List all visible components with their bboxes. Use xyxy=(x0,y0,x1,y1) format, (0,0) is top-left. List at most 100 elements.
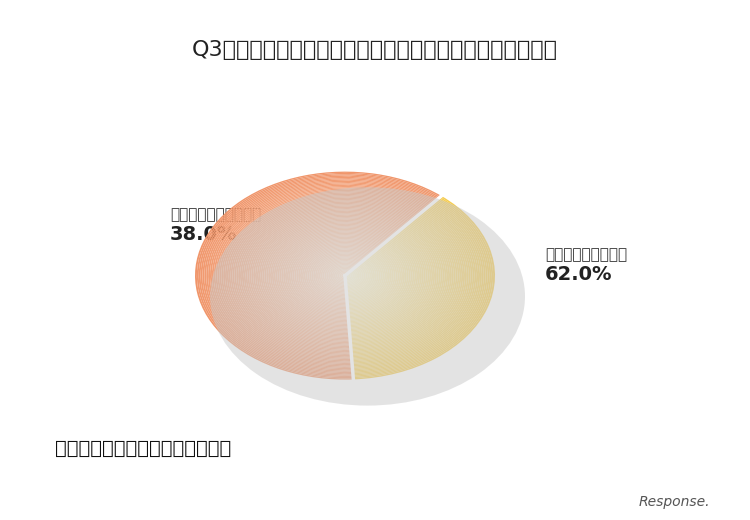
Wedge shape xyxy=(348,249,395,310)
Wedge shape xyxy=(352,207,474,365)
Wedge shape xyxy=(321,259,361,292)
Wedge shape xyxy=(347,255,384,303)
Wedge shape xyxy=(351,219,451,349)
Wedge shape xyxy=(227,194,421,357)
Wedge shape xyxy=(347,254,386,304)
Wedge shape xyxy=(345,272,350,279)
Wedge shape xyxy=(287,236,382,316)
Wedge shape xyxy=(315,255,364,296)
Wedge shape xyxy=(341,273,347,278)
Wedge shape xyxy=(261,217,399,334)
Wedge shape xyxy=(280,230,387,321)
Wedge shape xyxy=(350,227,436,339)
Wedge shape xyxy=(347,256,382,302)
Wedge shape xyxy=(296,242,376,309)
Text: 38.0%: 38.0% xyxy=(170,226,237,244)
Wedge shape xyxy=(210,182,432,369)
Wedge shape xyxy=(276,228,389,323)
Wedge shape xyxy=(292,239,379,312)
Wedge shape xyxy=(350,222,446,346)
Wedge shape xyxy=(308,250,369,302)
Wedge shape xyxy=(346,259,375,296)
Wedge shape xyxy=(351,217,455,352)
Wedge shape xyxy=(236,200,415,351)
Wedge shape xyxy=(322,260,359,291)
Wedge shape xyxy=(349,240,412,322)
Wedge shape xyxy=(351,216,458,354)
Wedge shape xyxy=(350,234,424,330)
Wedge shape xyxy=(242,204,411,347)
Wedge shape xyxy=(353,197,493,378)
Wedge shape xyxy=(352,213,463,357)
Text: お住まいの都道府県内: お住まいの都道府県内 xyxy=(170,207,261,223)
Wedge shape xyxy=(202,177,436,374)
Wedge shape xyxy=(285,234,383,317)
Wedge shape xyxy=(350,226,439,341)
Wedge shape xyxy=(291,238,380,313)
Wedge shape xyxy=(205,178,436,373)
Wedge shape xyxy=(240,203,412,348)
Wedge shape xyxy=(350,232,427,333)
Text: カーリースの定額カルモくん調べ: カーリースの定額カルモくん調べ xyxy=(55,438,231,458)
Wedge shape xyxy=(352,201,485,373)
Wedge shape xyxy=(231,197,418,355)
Wedge shape xyxy=(352,206,476,367)
Wedge shape xyxy=(353,198,491,377)
Wedge shape xyxy=(254,212,404,339)
Wedge shape xyxy=(214,185,429,367)
Wedge shape xyxy=(235,199,416,352)
Wedge shape xyxy=(338,270,350,281)
Wedge shape xyxy=(220,189,426,362)
Wedge shape xyxy=(310,251,368,300)
Wedge shape xyxy=(347,253,388,305)
Wedge shape xyxy=(346,258,376,297)
Wedge shape xyxy=(352,214,461,356)
Wedge shape xyxy=(346,266,364,289)
Wedge shape xyxy=(284,233,385,318)
Wedge shape xyxy=(328,264,356,287)
Wedge shape xyxy=(250,210,406,342)
Wedge shape xyxy=(350,230,431,335)
Wedge shape xyxy=(349,241,410,321)
Wedge shape xyxy=(352,208,472,364)
Wedge shape xyxy=(259,216,401,335)
Wedge shape xyxy=(352,210,469,361)
Wedge shape xyxy=(349,242,409,320)
Wedge shape xyxy=(348,248,398,312)
Wedge shape xyxy=(278,229,388,322)
Wedge shape xyxy=(348,246,399,313)
Wedge shape xyxy=(353,199,489,375)
Wedge shape xyxy=(334,268,352,283)
Wedge shape xyxy=(346,264,368,291)
Wedge shape xyxy=(349,236,420,328)
Wedge shape xyxy=(352,205,478,368)
Wedge shape xyxy=(246,207,409,344)
Wedge shape xyxy=(332,267,353,284)
Wedge shape xyxy=(244,205,410,346)
Wedge shape xyxy=(274,226,391,325)
Wedge shape xyxy=(221,190,424,361)
Wedge shape xyxy=(351,215,459,355)
Wedge shape xyxy=(350,228,435,338)
Wedge shape xyxy=(352,202,484,372)
Wedge shape xyxy=(351,220,450,348)
Wedge shape xyxy=(350,223,444,344)
Wedge shape xyxy=(201,176,438,375)
Wedge shape xyxy=(352,204,480,369)
Wedge shape xyxy=(224,191,423,360)
Wedge shape xyxy=(346,258,379,299)
Wedge shape xyxy=(346,267,362,287)
Wedge shape xyxy=(348,243,406,318)
Wedge shape xyxy=(251,211,405,341)
Wedge shape xyxy=(314,254,365,297)
Wedge shape xyxy=(346,265,365,290)
Wedge shape xyxy=(272,225,392,326)
Wedge shape xyxy=(268,223,394,329)
Wedge shape xyxy=(330,265,355,286)
Wedge shape xyxy=(346,268,360,286)
Wedge shape xyxy=(197,173,440,378)
Wedge shape xyxy=(347,250,394,309)
Wedge shape xyxy=(232,198,417,354)
Wedge shape xyxy=(347,251,392,308)
Wedge shape xyxy=(289,237,381,315)
